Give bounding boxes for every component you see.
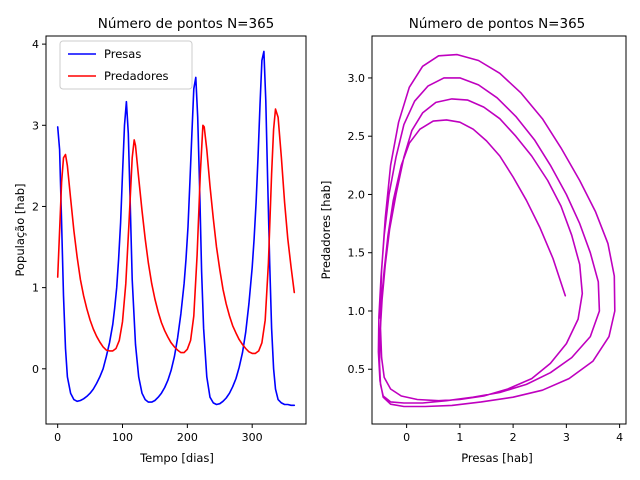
x-tick-label: 3	[563, 431, 570, 444]
chart-title: Número de pontos N=365	[409, 16, 586, 32]
y-tick-label: 0.5	[348, 363, 366, 376]
legend-label-presas: Presas	[104, 47, 141, 61]
y-tick-label: 2.0	[348, 188, 366, 201]
y-axis-ticks: 0 1 2 3 4	[32, 38, 46, 376]
plot-area	[56, 50, 296, 407]
axes-frame	[371, 35, 627, 425]
y-axis-ticks: 0.5 1.0 1.5 2.0 2.5 3.0	[348, 72, 372, 376]
x-axis-label: Tempo [dias]	[139, 451, 214, 465]
series-line-predadores	[56, 108, 296, 355]
y-tick-label: 3.0	[348, 72, 366, 85]
x-axis-ticks: 0 100 200 300	[54, 424, 263, 444]
y-tick-label: 2.5	[348, 130, 366, 143]
x-tick-label: 100	[112, 431, 133, 444]
y-tick-label: 1.5	[348, 247, 366, 260]
x-tick-label: 0	[54, 431, 61, 444]
x-tick-label: 2	[510, 431, 517, 444]
x-tick-label: 300	[242, 431, 263, 444]
legend-box	[59, 40, 193, 90]
x-axis-ticks: 0 1 2 3 4	[403, 424, 623, 444]
x-tick-label: 4	[616, 431, 623, 444]
y-tick-label: 2	[32, 200, 39, 213]
chart-title: Número de pontos N=365	[98, 16, 275, 32]
y-tick-label: 1.0	[348, 305, 366, 318]
phase-portrait-chart: Número de pontos N=365 0 1 2 3 4 0.5 1.0 1.5 2.…	[319, 16, 627, 465]
x-tick-label: 1	[456, 431, 463, 444]
y-tick-label: 1	[32, 282, 39, 295]
y-tick-label: 3	[32, 119, 39, 132]
time-series-chart: Número de pontos N=365 0 100 200 300 01234 …	[13, 16, 307, 465]
plot-area	[377, 53, 616, 408]
y-axis-label: População [hab]	[13, 183, 27, 276]
y-axis-label: Predadores [hab]	[319, 181, 333, 280]
axes-frame	[45, 35, 307, 425]
x-tick-label: 200	[177, 431, 198, 444]
legend: Presas Predadores	[59, 40, 193, 90]
legend-label-predadores: Predadores	[104, 69, 169, 83]
y-tick-label: 0	[32, 363, 39, 376]
x-tick-label: 0	[403, 431, 410, 444]
series-line-trajectory	[377, 53, 616, 408]
y-tick-label: 4	[32, 38, 39, 51]
series-line-presas	[56, 50, 296, 407]
x-axis-label: Presas [hab]	[461, 451, 533, 465]
